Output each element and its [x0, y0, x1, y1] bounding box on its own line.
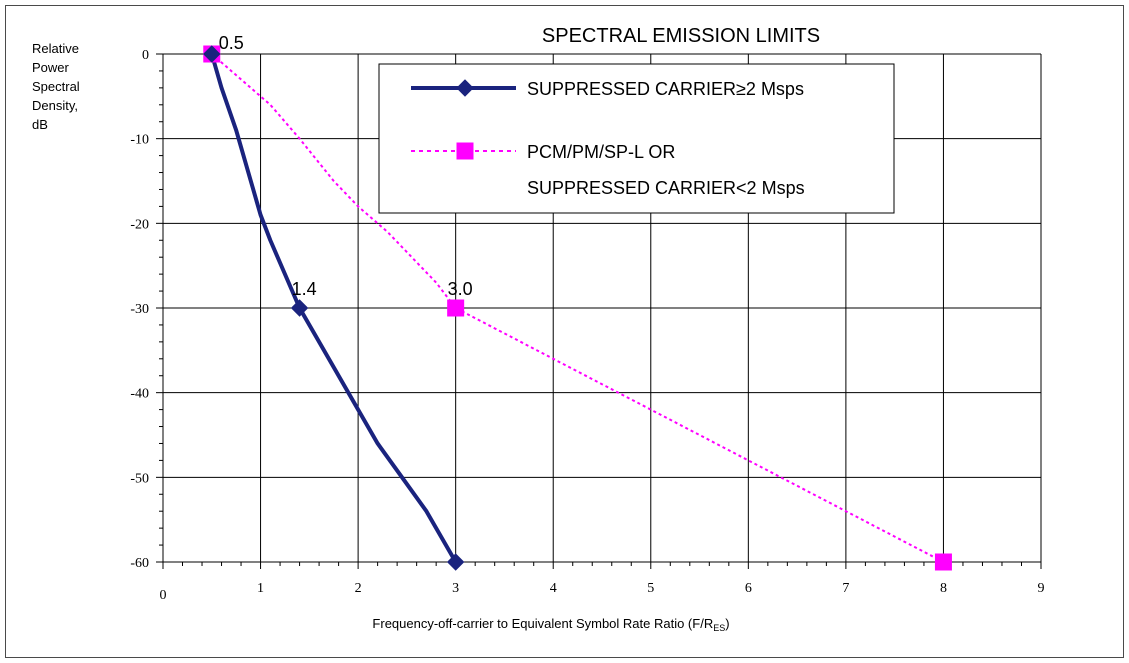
x-tick-label: 8 [940, 581, 947, 596]
y-axis-label-line: Spectral [32, 79, 80, 94]
series-suppressed-marker [290, 299, 309, 317]
y-tick-label: -20 [130, 217, 149, 232]
y-axis-label-line: Density, [32, 98, 78, 113]
y-tick-label: -60 [130, 556, 149, 571]
series-pcm-line [211, 53, 944, 563]
x-tick-label: 9 [1038, 581, 1045, 596]
data-label: 0.5 [219, 33, 244, 53]
x-axis-label: Frequency-off-carrier to Equivalent Symb… [372, 616, 729, 633]
x-tick-label: 4 [550, 581, 557, 596]
x-tick-label: 2 [355, 581, 362, 596]
y-tick-label: -10 [130, 133, 149, 148]
legend-label-suppressed: SUPPRESSED CARRIER≥2 Msps [527, 79, 804, 99]
data-label: 1.4 [292, 279, 317, 299]
series-pcm-marker [934, 553, 952, 571]
spectral-emission-chart: 0 -10 -20 -30 -40 -50 -60 0 1 2 3 4 5 6 7 8 9 Relative Pow… [32, 25, 1045, 633]
y-tick-label: -50 [130, 471, 149, 486]
legend-label-pcm-line1: PCM/PM/SP-L OR [527, 142, 675, 162]
data-label: 3.0 [448, 279, 473, 299]
x-tick-label: 5 [647, 581, 654, 596]
legend-label-pcm-line2: SUPPRESSED CARRIER<2 Msps [527, 178, 805, 198]
x-tick-label: 1 [257, 581, 264, 596]
y-tick-label: -30 [130, 302, 149, 317]
y-axis-label-line: Relative [32, 41, 79, 56]
chart-title: SPECTRAL EMISSION LIMITS [542, 25, 820, 47]
x-axis-label-main: Frequency-off-carrier to Equivalent Symb… [372, 616, 713, 631]
series-suppressed-marker [446, 553, 465, 571]
series-pcm-marker [447, 299, 465, 317]
legend-swatch-pcm-marker [456, 142, 474, 160]
x-axis-label-close: ) [725, 616, 729, 631]
y-axis-label-line: Power [32, 60, 70, 75]
y-tick-label: 0 [142, 48, 149, 63]
chart-frame: 0 -10 -20 -30 -40 -50 -60 0 1 2 3 4 5 6 7 8 9 Relative Pow… [5, 5, 1124, 658]
legend-swatch-suppressed-marker [456, 79, 474, 97]
x-tick-label: 3 [452, 581, 459, 596]
y-tick-label: -40 [130, 387, 149, 402]
x-axis-label-subscript: ES [713, 623, 725, 633]
x-tick-label: 6 [745, 581, 752, 596]
x-tick-label: 7 [842, 581, 849, 596]
series-suppressed-marker [203, 45, 221, 63]
x-tick-label: 0 [160, 588, 167, 603]
y-axis-label-line: dB [32, 117, 48, 132]
